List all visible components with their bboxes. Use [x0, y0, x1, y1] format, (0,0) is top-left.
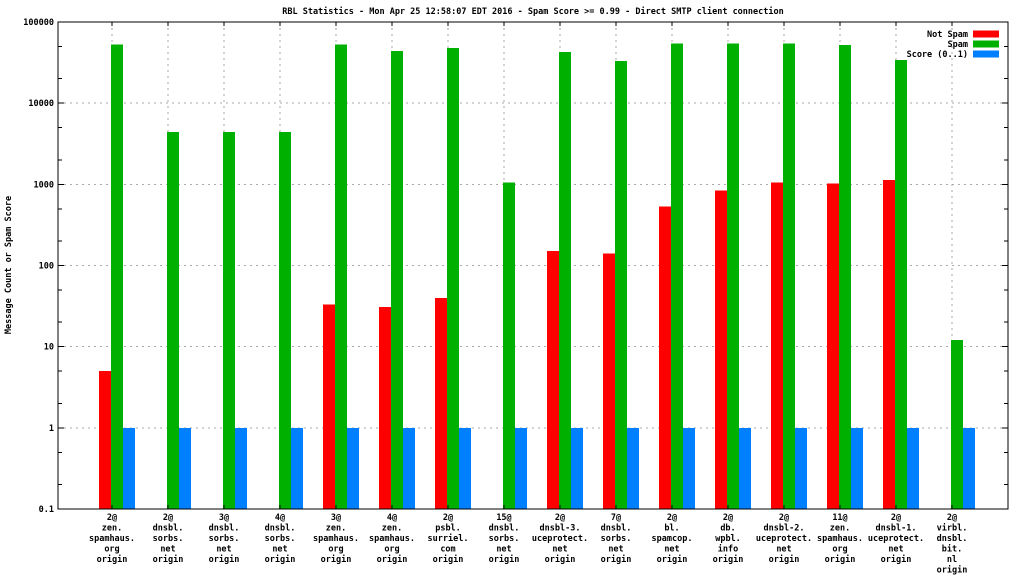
- bar-score-0-1: [571, 427, 583, 509]
- legend-swatch-score-0-1: [973, 50, 999, 58]
- bar-not-spam: [827, 183, 839, 509]
- bar-not-spam: [323, 304, 335, 509]
- bar-spam: [111, 44, 123, 509]
- y-tick-label: 10: [44, 343, 54, 353]
- x-tick-label: 2@ dnsbl-2. uceprotect. net origin: [756, 513, 812, 565]
- bar-score-0-1: [627, 427, 639, 509]
- x-tick-label: 2@ bl. spamcop. net origin: [652, 513, 693, 565]
- bar-score-0-1: [795, 427, 807, 509]
- bar-spam: [223, 132, 235, 509]
- bar-score-0-1: [123, 427, 135, 509]
- x-tick-label: 2@ virbl. dnsbl. bit. nl origin: [937, 513, 968, 576]
- bar-not-spam: [659, 206, 671, 509]
- bar-spam: [895, 60, 907, 510]
- bar-score-0-1: [347, 427, 359, 509]
- y-tick-labels: 100000 10000 1000 100 10 1 0.1: [23, 18, 54, 515]
- bar-not-spam: [547, 251, 559, 509]
- y-tick-label: 100000: [23, 18, 54, 28]
- bar-score-0-1: [851, 427, 863, 509]
- bar-not-spam: [435, 297, 447, 509]
- bar-score-0-1: [683, 427, 695, 509]
- bar-series: [99, 43, 975, 510]
- bar-score-0-1: [235, 427, 247, 509]
- bar-spam: [671, 43, 683, 510]
- legend-label-score-0-1: Score (0..1): [907, 50, 968, 60]
- y-axis-label: Message Count or Spam Score: [4, 196, 14, 334]
- bar-not-spam: [771, 182, 783, 509]
- bar-score-0-1: [459, 427, 471, 509]
- bar-score-0-1: [963, 427, 975, 509]
- y-tick-label: 1: [49, 424, 54, 434]
- bar-spam: [167, 132, 179, 509]
- bar-score-0-1: [515, 427, 527, 509]
- legend-label-spam: Spam: [948, 40, 968, 50]
- x-tick-label: 7@ dnsbl. sorbs. net origin: [601, 513, 632, 565]
- bar-spam: [335, 44, 347, 509]
- x-tick-labels: 2@ zen. spamhaus. org origin 2@ dnsbl. sorbs. ne…: [89, 513, 967, 576]
- bar-spam: [391, 50, 403, 509]
- y-tick-label: 1000: [34, 180, 54, 190]
- bar-spam: [783, 43, 795, 510]
- x-tick-label: 2@ dnsbl-1. uceprotect. net origin: [868, 513, 924, 565]
- gridlines: [58, 22, 1008, 509]
- x-tick-label: 4@ zen. spamhaus. org origin: [369, 513, 415, 565]
- bar-score-0-1: [739, 427, 751, 509]
- bar-not-spam: [715, 190, 727, 510]
- x-tick-label: 4@ dnsbl. sorbs. net origin: [265, 513, 296, 565]
- bar-spam: [559, 51, 571, 509]
- bar-score-0-1: [403, 427, 415, 509]
- legend-swatch-spam: [973, 40, 999, 48]
- bar-not-spam: [99, 371, 111, 509]
- y-tick-label: 0.1: [39, 505, 54, 515]
- y-tick-label: 10000: [28, 99, 54, 109]
- x-tick-label: 11@ zen. spamhaus. org origin: [817, 513, 863, 565]
- x-tick-label: 2@ dnsbl-3. uceprotect. net origin: [532, 513, 588, 565]
- bar-score-0-1: [179, 427, 191, 509]
- legend-label-not-spam: Not Spam: [927, 30, 968, 40]
- bar-spam: [727, 43, 739, 510]
- x-tick-label: 2@ zen. spamhaus. org origin: [89, 513, 135, 565]
- bar-spam: [839, 45, 851, 510]
- bar-spam: [615, 61, 627, 509]
- bar-not-spam: [603, 253, 615, 509]
- x-tick-label: 3@ dnsbl. sorbs. net origin: [209, 513, 240, 565]
- bar-spam: [279, 132, 291, 509]
- bar-spam: [951, 340, 963, 509]
- bar-spam: [503, 182, 515, 509]
- legend-swatch-not-spam: [973, 30, 999, 38]
- chart-title: RBL Statistics - Mon Apr 25 12:58:07 EDT…: [282, 6, 784, 17]
- x-tick-label: 2@ dnsbl. sorbs. net origin: [153, 513, 184, 565]
- bar-not-spam: [883, 180, 895, 509]
- bar-not-spam: [379, 306, 391, 509]
- x-tick-label: 15@ dnsbl. sorbs. net origin: [489, 513, 520, 565]
- y-tick-label: 100: [39, 262, 54, 272]
- bar-spam: [447, 47, 459, 509]
- bar-score-0-1: [907, 427, 919, 509]
- axis-ticks: [58, 21, 1008, 510]
- x-tick-label: 3@ zen. spamhaus. org origin: [313, 513, 359, 565]
- bar-score-0-1: [291, 427, 303, 509]
- x-tick-label: 2@ db. wpbl. info origin: [713, 513, 744, 565]
- x-tick-label: 2@ psbl. surriel. com origin: [428, 513, 469, 565]
